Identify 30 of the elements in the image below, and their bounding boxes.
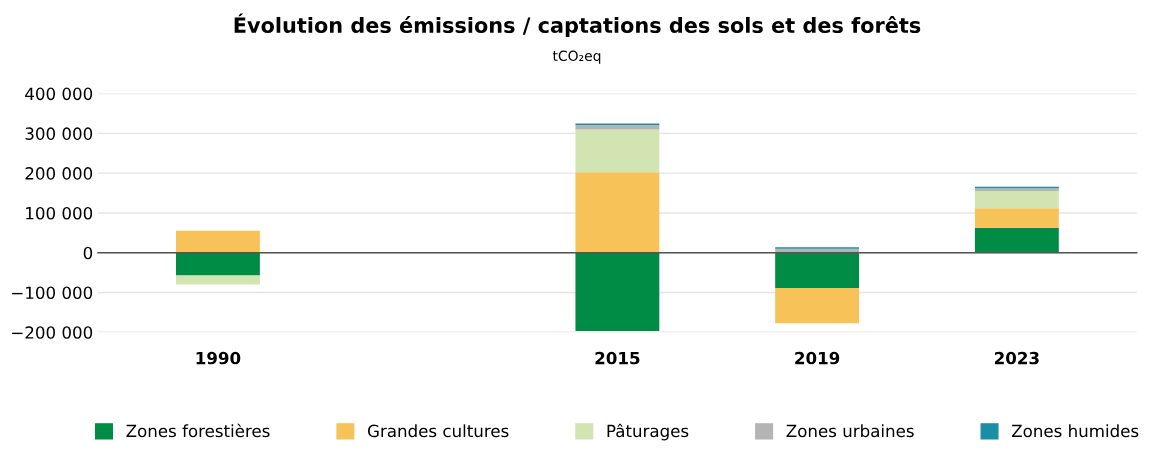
x-tick-label: 2019 — [795, 351, 840, 365]
y-tick-label: −100 000 — [12, 286, 93, 300]
y-tick-label: 0 — [83, 246, 93, 260]
bar — [575, 252, 660, 332]
y-tick-label: −200 000 — [12, 326, 93, 339]
legend-label: Grandes cultures — [367, 424, 509, 438]
chart-subtitle: tCO₂eq — [552, 50, 601, 64]
x-tick-label: 1990 — [196, 351, 241, 365]
bar — [175, 275, 260, 285]
x-tick-label: 2015 — [595, 351, 640, 365]
bar — [974, 191, 1059, 209]
legend-label: Zones humides — [1011, 424, 1139, 438]
bar — [775, 252, 860, 289]
bar — [575, 129, 660, 173]
y-tick-label: 200 000 — [25, 167, 93, 180]
bar — [575, 125, 660, 130]
legend-label: Pâturages — [607, 423, 689, 441]
y-tick-label: 400 000 — [25, 87, 93, 101]
y-tick-label: 300 000 — [25, 127, 93, 140]
legend-label: Zones urbaines — [786, 424, 914, 438]
x-tick-label: 2023 — [994, 351, 1039, 365]
chart-title: Évolution des émissions / captations des sols et des forêts — [234, 13, 921, 38]
bar — [974, 208, 1059, 228]
bar — [175, 230, 260, 253]
bar — [974, 227, 1059, 253]
y-tick-label: 100 000 — [26, 206, 93, 220]
bar — [775, 288, 860, 324]
legend-label: Zones forestières — [126, 423, 270, 438]
bar — [175, 252, 260, 276]
bar — [575, 172, 660, 253]
